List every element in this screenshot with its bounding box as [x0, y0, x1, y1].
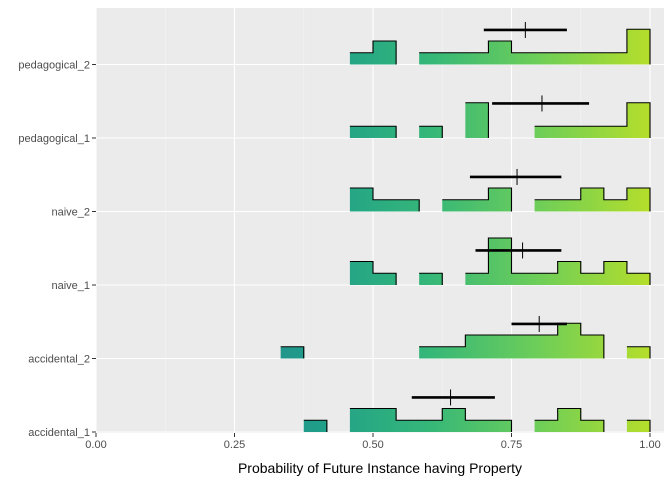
histogram-bar — [626, 188, 651, 212]
histogram-bar — [465, 273, 489, 285]
histogram-bar — [442, 346, 466, 359]
histogram-bar — [534, 52, 559, 65]
interval-pedagogical_1 — [492, 95, 590, 112]
histogram-bar — [349, 52, 374, 65]
histogram-bar — [419, 346, 443, 359]
histogram-bar — [626, 420, 651, 432]
histogram-bar — [534, 273, 559, 285]
interval-naive_2 — [469, 168, 562, 185]
histogram-bar — [603, 126, 628, 138]
histogram-outline — [349, 102, 651, 139]
histogram-outline — [303, 407, 651, 432]
histogram-bar — [580, 273, 605, 285]
histogram-bar — [557, 52, 582, 65]
interval-naive_1 — [475, 242, 562, 259]
x-tick-label: 0.00 — [85, 439, 106, 451]
x-tick-label: 0.25 — [224, 439, 245, 451]
histogram-pedagogical_2 — [349, 28, 651, 65]
y-tick-label: naive_2 — [51, 207, 90, 219]
histogram-accidental_1 — [303, 407, 651, 432]
interval-accidental_2 — [511, 315, 567, 332]
histogram-naive_2 — [349, 187, 651, 212]
histogram-bar — [442, 52, 466, 65]
histogram-bar — [557, 261, 582, 285]
interval-markers — [411, 21, 590, 406]
histogram-bar — [465, 199, 489, 212]
histogram-bar — [626, 29, 651, 65]
y-tick-label: pedagogical_2 — [18, 60, 90, 72]
histogram-bar — [373, 126, 397, 138]
histogram-outline — [349, 28, 651, 65]
histogram-outline — [349, 237, 651, 285]
plot-panel — [96, 8, 664, 433]
histogram-outline — [280, 322, 651, 359]
histogram-bar — [396, 420, 420, 432]
histogram-bar — [603, 261, 628, 285]
histogram-bar — [419, 126, 443, 138]
histogram-bar — [557, 126, 582, 138]
x-tick-label: 0.50 — [362, 439, 383, 451]
histogram-bar — [373, 41, 397, 65]
x-axis-title: Probability of Future Instance having Pr… — [238, 460, 522, 476]
histogram-bar — [580, 420, 605, 432]
histogram-bar — [373, 199, 397, 212]
histogram-bar — [465, 335, 489, 359]
histogram-bar — [603, 52, 628, 65]
histogram-bar — [488, 238, 512, 285]
histogram-bar — [534, 335, 559, 359]
histogram-bar — [373, 408, 397, 432]
histogram-bar — [396, 199, 420, 212]
histogram-bar — [626, 273, 651, 285]
histogram-bar — [488, 335, 512, 359]
histogram-bar — [511, 52, 536, 65]
histogram-outline — [349, 187, 651, 212]
histogram-bar — [442, 199, 466, 212]
y-tick-label: accidental_1 — [28, 427, 90, 439]
histogram-bar — [442, 408, 466, 432]
histogram-bar — [534, 126, 559, 138]
histograms — [280, 28, 651, 432]
histogram-pedagogical_1 — [349, 102, 651, 139]
histogram-accidental_2 — [280, 322, 651, 359]
x-tick-label: 0.75 — [501, 439, 522, 451]
histogram-bar — [534, 420, 559, 432]
histogram-bar — [511, 273, 536, 285]
histogram-bar — [511, 335, 536, 359]
y-tick-label: naive_1 — [51, 280, 90, 292]
axes: 0.00 0.25 0.50 0.75 1.00 accidental_1 accident… — [18, 60, 660, 452]
histogram-bar — [603, 199, 628, 212]
histogram-bar — [580, 52, 605, 65]
y-tick-label: accidental_2 — [28, 354, 90, 366]
histogram-bar — [303, 420, 328, 432]
histogram-bar — [534, 199, 559, 212]
histogram-bar — [465, 102, 489, 138]
interval-pedagogical_2 — [483, 21, 567, 38]
histogram-bar — [419, 420, 443, 432]
histogram-bar — [465, 52, 489, 65]
histogram-bar — [580, 188, 605, 212]
histogram-bar — [557, 323, 582, 359]
histogram-bar — [419, 52, 443, 65]
histogram-bar — [557, 408, 582, 432]
histogram-bar — [626, 346, 651, 359]
histogram-bar — [626, 102, 651, 138]
histogram-bar — [349, 261, 374, 285]
histogram-bar — [580, 335, 605, 359]
histogram-bar — [488, 188, 512, 212]
histogram-bar — [580, 126, 605, 138]
histogram-bar — [465, 420, 489, 432]
histogram-bar — [488, 420, 512, 432]
histogram-bar — [557, 199, 582, 212]
histogram-bar — [349, 126, 374, 138]
y-tick-label: pedagogical_1 — [18, 133, 90, 145]
histogram-bar — [488, 41, 512, 65]
histogram-bar — [419, 273, 443, 285]
interval-accidental_1 — [411, 389, 495, 406]
histogram-bar — [280, 346, 305, 359]
histogram-bar — [349, 408, 374, 432]
histogram-bar — [349, 188, 374, 212]
histogram-bar — [373, 273, 397, 285]
x-tick-label: 1.00 — [639, 439, 660, 451]
